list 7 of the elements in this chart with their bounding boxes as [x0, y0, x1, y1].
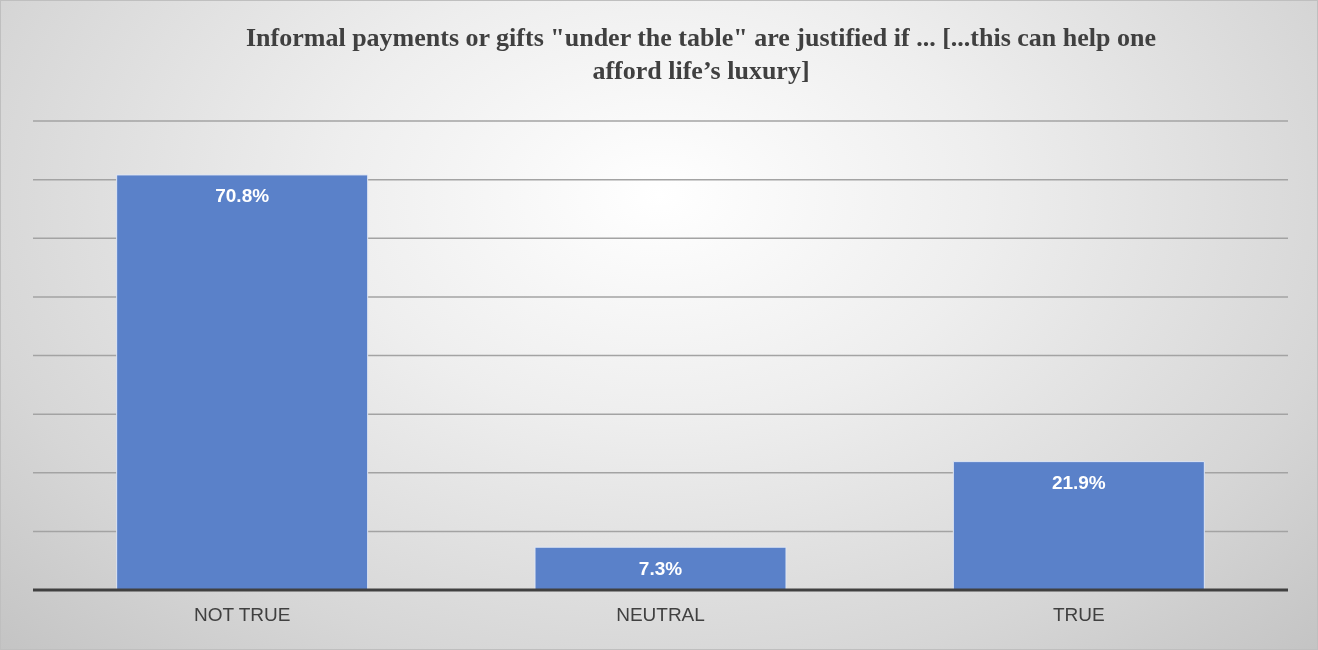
data-label: 7.3%	[638, 557, 683, 579]
data-label: 21.9%	[1051, 472, 1106, 494]
x-tick-label: TRUE	[1052, 604, 1105, 626]
chart-title: Informal payments or gifts "under the table" are justified if ... [...this can help one afford life’s luxury]	[245, 22, 1157, 87]
x-tick-label: NEUTRAL	[616, 604, 705, 626]
x-tick-label: NOT TRUE	[193, 604, 291, 626]
data-label: 70.8%	[215, 185, 270, 207]
